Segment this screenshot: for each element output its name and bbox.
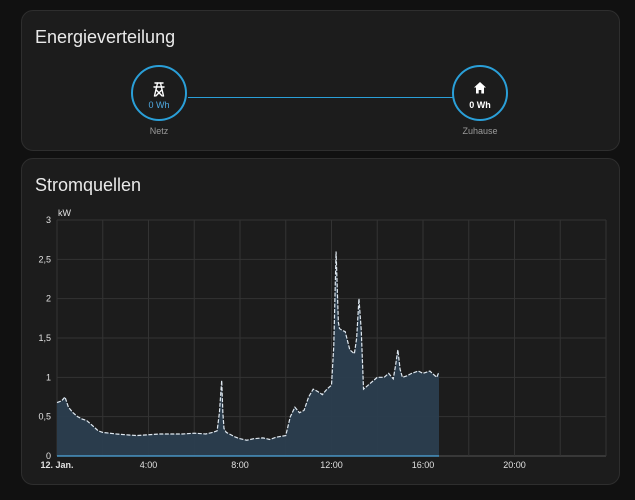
y-tick-label: 1,5	[38, 333, 51, 343]
x-tick-label: 4:00	[140, 460, 158, 470]
grid-to-home-flow-line	[188, 97, 454, 98]
x-tick-label: 20:00	[503, 460, 526, 470]
y-tick-label: 0	[46, 451, 51, 461]
sources-card-title: Stromquellen	[35, 175, 142, 195]
y-tick-label: 2	[46, 294, 51, 304]
energy-card-title: Energieverteilung	[35, 27, 176, 47]
grid-label: Netz	[149, 126, 169, 136]
home-node[interactable]: 0 Wh	[452, 65, 508, 121]
consumption-area	[57, 251, 440, 456]
power-sources-card: Stromquellen 0 0,5 1 1,5 2 2,5 3 12. Jan. 4:00 8:…	[21, 158, 620, 485]
y-tick-label: 2,5	[38, 254, 51, 264]
x-tick-label: 12:00	[320, 460, 343, 470]
home-icon	[473, 81, 487, 100]
home-value: 0 Wh	[469, 100, 491, 110]
energy-distribution-card: Energieverteilung 0 Wh Netz 0 Wh	[21, 10, 620, 151]
x-tick-label: 12. Jan.	[40, 460, 73, 470]
x-tick-label: 16:00	[412, 460, 435, 470]
y-tick-label: 1	[46, 372, 51, 382]
consumption-line	[56, 251, 440, 441]
power-sources-chart: 0 0,5 1 1,5 2 2,5 3 12. Jan. 4:00 8:00 12:00 16:00 2…	[38, 208, 607, 470]
x-tick-label: 8:00	[231, 460, 249, 470]
grid-value: 0 Wh	[148, 100, 170, 110]
y-axis-unit-label: kW	[58, 208, 72, 218]
transmission-tower-icon	[152, 81, 166, 102]
y-tick-label: 3	[46, 215, 51, 225]
grid-node[interactable]: 0 Wh	[131, 65, 187, 121]
home-label: Zuhause	[462, 126, 498, 136]
y-tick-label: 0,5	[38, 412, 51, 422]
